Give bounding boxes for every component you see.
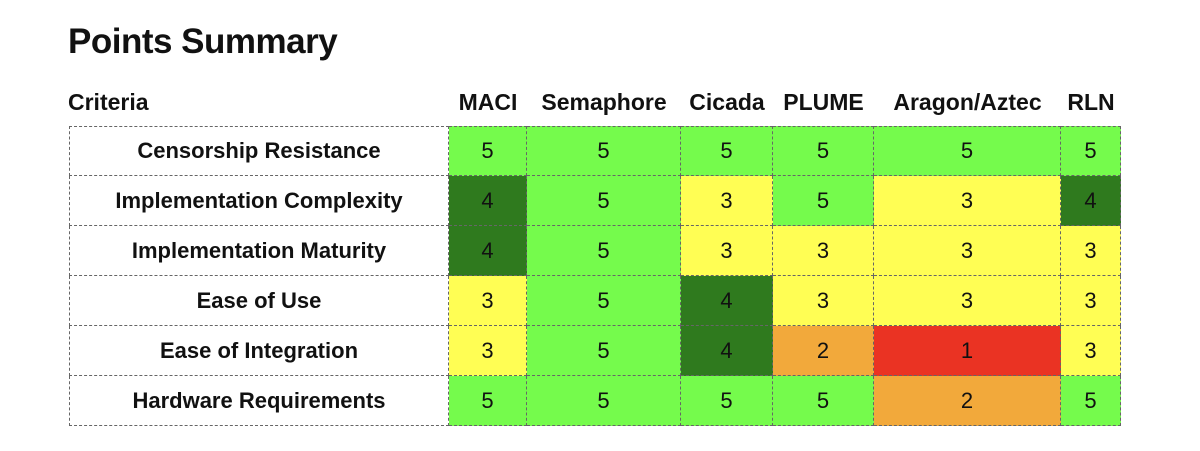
score-cell-plume: 5 (773, 176, 874, 226)
score-cell-aragon-aztec: 1 (874, 326, 1061, 376)
page-title: Points Summary (68, 22, 338, 61)
score-cell-cicada: 4 (681, 276, 773, 326)
score-cell-cicada: 5 (681, 376, 773, 426)
criterion-label: Implementation Complexity (69, 176, 449, 226)
score-cell-cicada: 4 (681, 326, 773, 376)
score-cell-rln: 3 (1061, 276, 1121, 326)
column-header-aragon-aztec: Aragon/Aztec (893, 89, 1042, 115)
score-cell-aragon-aztec: 3 (874, 226, 1061, 276)
score-cell-rln: 4 (1061, 176, 1121, 226)
score-cell-semaphore: 5 (527, 276, 681, 326)
table-header-row: Criteria MACI Semaphore Cicada PLUME Ara… (0, 84, 1200, 120)
score-cell-maci: 4 (449, 176, 527, 226)
column-header-maci: MACI (458, 89, 518, 115)
criterion-label: Ease of Integration (69, 326, 449, 376)
score-cell-aragon-aztec: 2 (874, 376, 1061, 426)
score-cell-rln: 3 (1061, 326, 1121, 376)
score-cell-cicada: 3 (681, 176, 773, 226)
score-cell-aragon-aztec: 3 (874, 176, 1061, 226)
score-cell-plume: 2 (773, 326, 874, 376)
score-cell-plume: 3 (773, 226, 874, 276)
score-cell-maci: 5 (449, 376, 527, 426)
column-header-plume: PLUME (783, 89, 864, 115)
score-cell-maci: 5 (449, 126, 527, 176)
score-cell-cicada: 3 (681, 226, 773, 276)
score-cell-rln: 5 (1061, 126, 1121, 176)
table-row: Hardware Requirements 5 5 5 5 2 5 (69, 376, 1121, 426)
score-cell-maci: 3 (449, 276, 527, 326)
column-header-rln: RLN (1067, 89, 1115, 115)
score-cell-semaphore: 5 (527, 126, 681, 176)
score-cell-semaphore: 5 (527, 376, 681, 426)
score-cell-plume: 3 (773, 276, 874, 326)
table-row: Implementation Maturity 4 5 3 3 3 3 (69, 226, 1121, 276)
score-cell-plume: 5 (773, 376, 874, 426)
score-cell-semaphore: 5 (527, 226, 681, 276)
criterion-label: Implementation Maturity (69, 226, 449, 276)
table-row: Censorship Resistance 5 5 5 5 5 5 (69, 126, 1121, 176)
table-row: Implementation Complexity 4 5 3 5 3 4 (69, 176, 1121, 226)
score-cell-semaphore: 5 (527, 326, 681, 376)
score-cell-cicada: 5 (681, 126, 773, 176)
score-cell-aragon-aztec: 5 (874, 126, 1061, 176)
points-summary-table: Censorship Resistance 5 5 5 5 5 5 Implem… (69, 126, 1121, 426)
score-cell-plume: 5 (773, 126, 874, 176)
score-cell-aragon-aztec: 3 (874, 276, 1061, 326)
column-header-cicada: Cicada (689, 89, 765, 115)
score-cell-maci: 3 (449, 326, 527, 376)
score-cell-semaphore: 5 (527, 176, 681, 226)
criterion-label: Ease of Use (69, 276, 449, 326)
column-header-semaphore: Semaphore (541, 89, 667, 115)
table-row: Ease of Integration 3 5 4 2 1 3 (69, 326, 1121, 376)
criterion-label: Hardware Requirements (69, 376, 449, 426)
table-row: Ease of Use 3 5 4 3 3 3 (69, 276, 1121, 326)
criteria-column-header: Criteria (68, 89, 149, 115)
score-cell-maci: 4 (449, 226, 527, 276)
score-cell-rln: 5 (1061, 376, 1121, 426)
score-cell-rln: 3 (1061, 226, 1121, 276)
criterion-label: Censorship Resistance (69, 126, 449, 176)
